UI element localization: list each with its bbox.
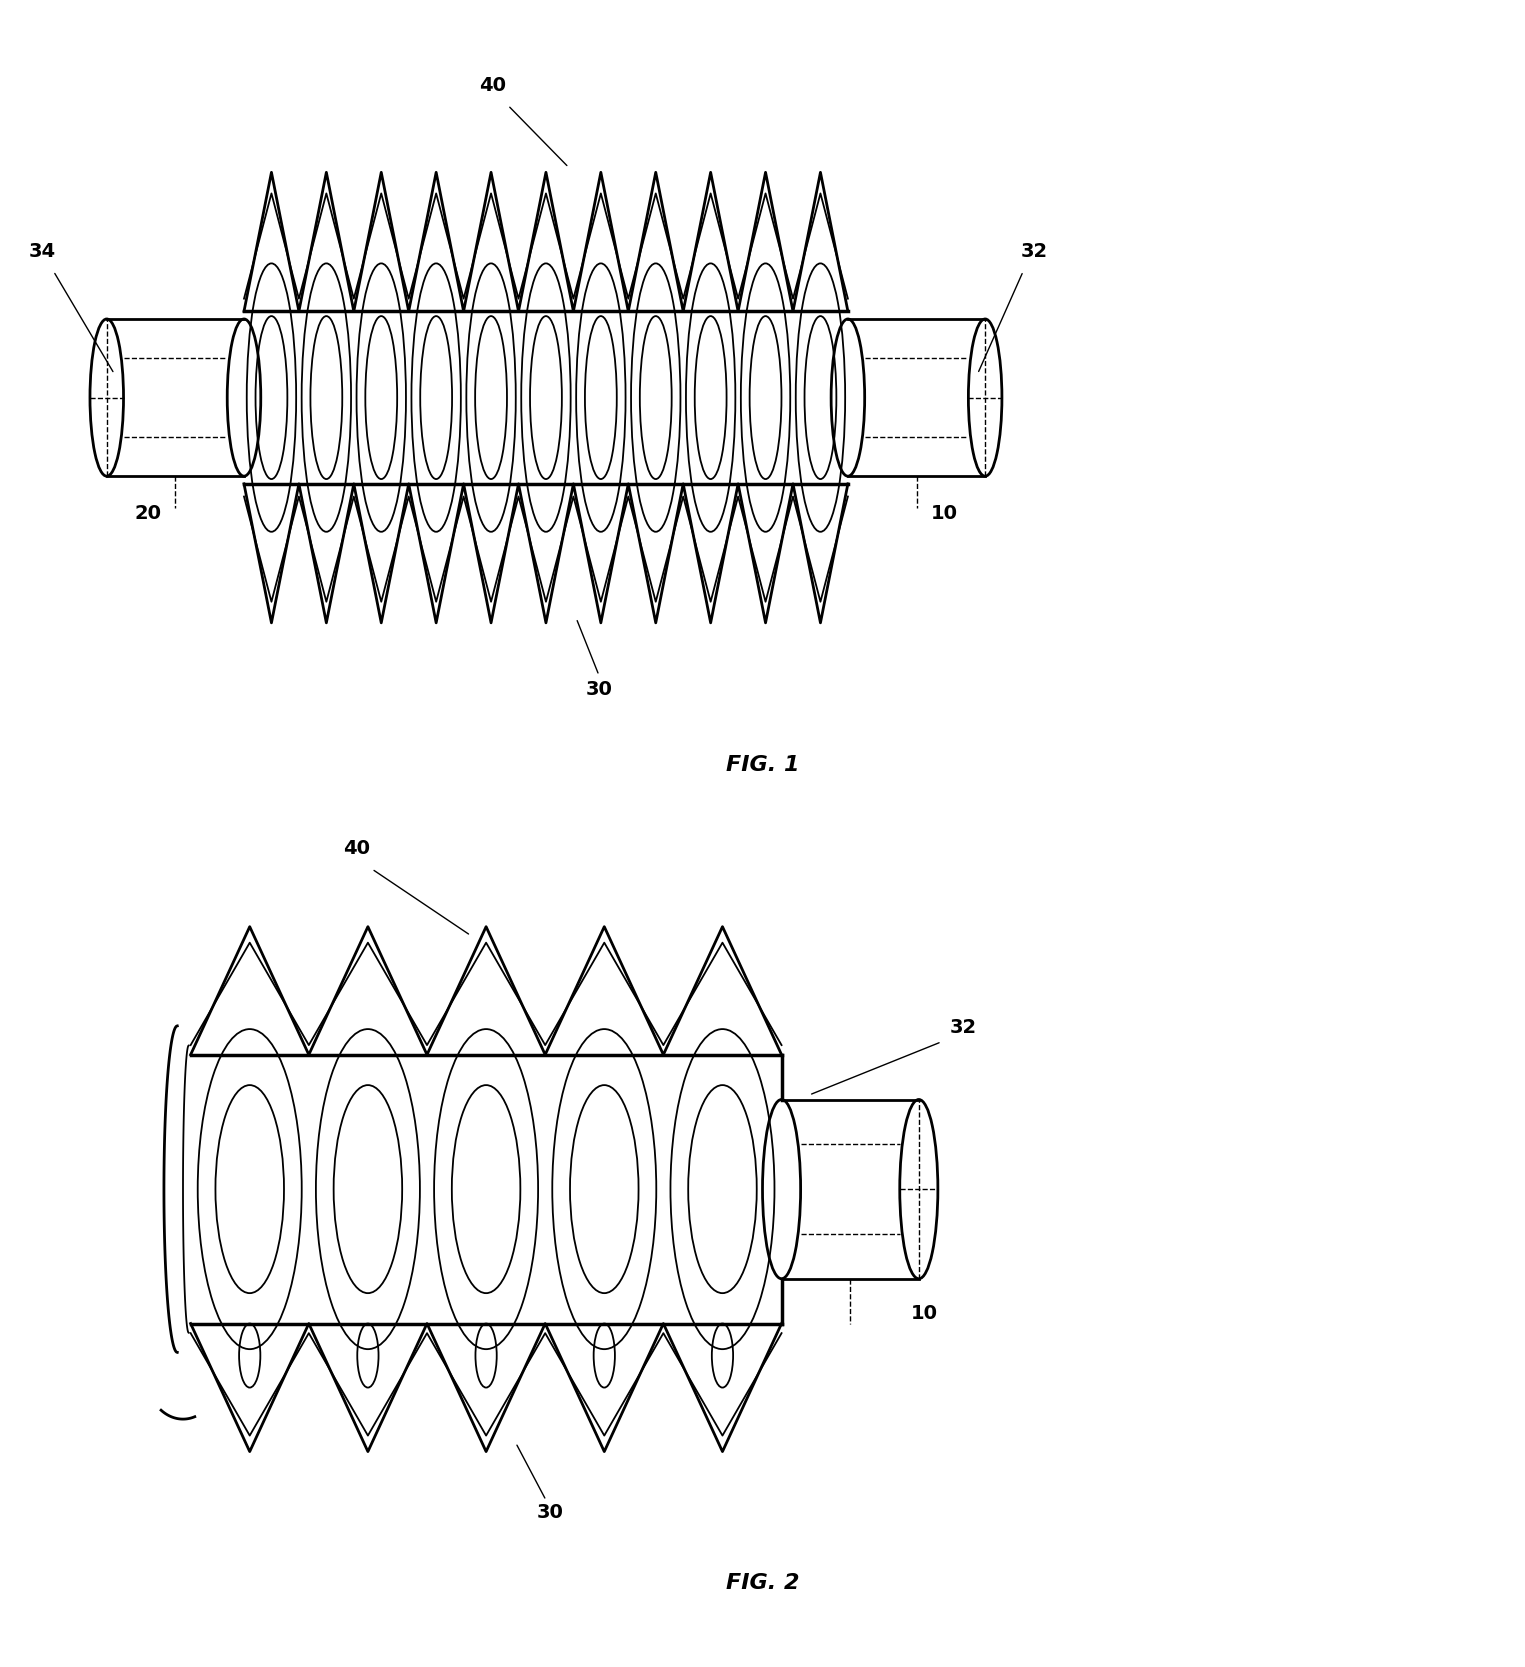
Bar [781,1100,918,1279]
Text: 30: 30 [537,1504,563,1522]
Text: FIG. 1: FIG. 1 [726,755,799,775]
Text: FIG. 2: FIG. 2 [726,1574,799,1594]
Text: 34: 34 [29,242,55,260]
Text: 32: 32 [949,1019,976,1037]
Text: 30: 30 [586,680,613,698]
Text: 40: 40 [479,77,506,95]
Text: 40: 40 [343,839,371,859]
Text: 10: 10 [930,505,958,523]
Text: 10: 10 [912,1304,938,1322]
Text: 32: 32 [1022,242,1048,260]
Text: 20: 20 [134,505,162,523]
